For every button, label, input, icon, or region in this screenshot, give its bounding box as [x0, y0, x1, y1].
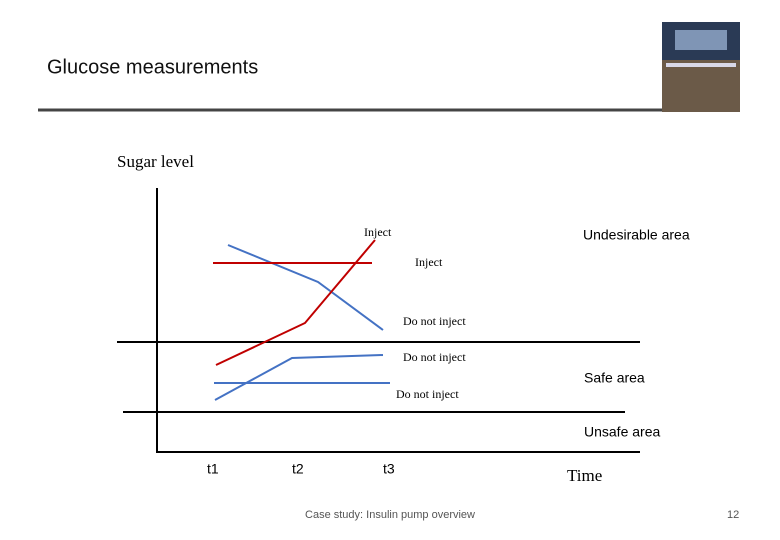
area-label: Undesirable area	[583, 227, 690, 243]
time-label: t2	[292, 461, 304, 477]
area-label: Unsafe area	[584, 424, 660, 440]
time-label: t1	[207, 461, 219, 477]
trace	[215, 239, 376, 366]
footer-text: Case study: Insulin pump overview	[305, 509, 475, 521]
trace	[227, 244, 384, 331]
y-axis-label: Sugar level	[117, 152, 194, 171]
page-number: 12	[727, 509, 739, 521]
book-cover	[662, 22, 740, 112]
annotation: Do not inject	[403, 314, 466, 328]
title: Glucose measurements	[47, 56, 258, 78]
annotation: Do not inject	[396, 387, 459, 401]
cover-sky	[675, 30, 727, 50]
x-axis-label: Time	[567, 466, 602, 485]
trace	[214, 354, 384, 401]
cover-photo	[662, 60, 740, 112]
annotation: Inject	[415, 255, 443, 269]
annotation: Inject	[364, 225, 392, 239]
area-label: Safe area	[584, 370, 645, 386]
cover-title-strip	[666, 63, 736, 67]
time-label: t3	[383, 461, 395, 477]
annotation: Do not inject	[403, 350, 466, 364]
